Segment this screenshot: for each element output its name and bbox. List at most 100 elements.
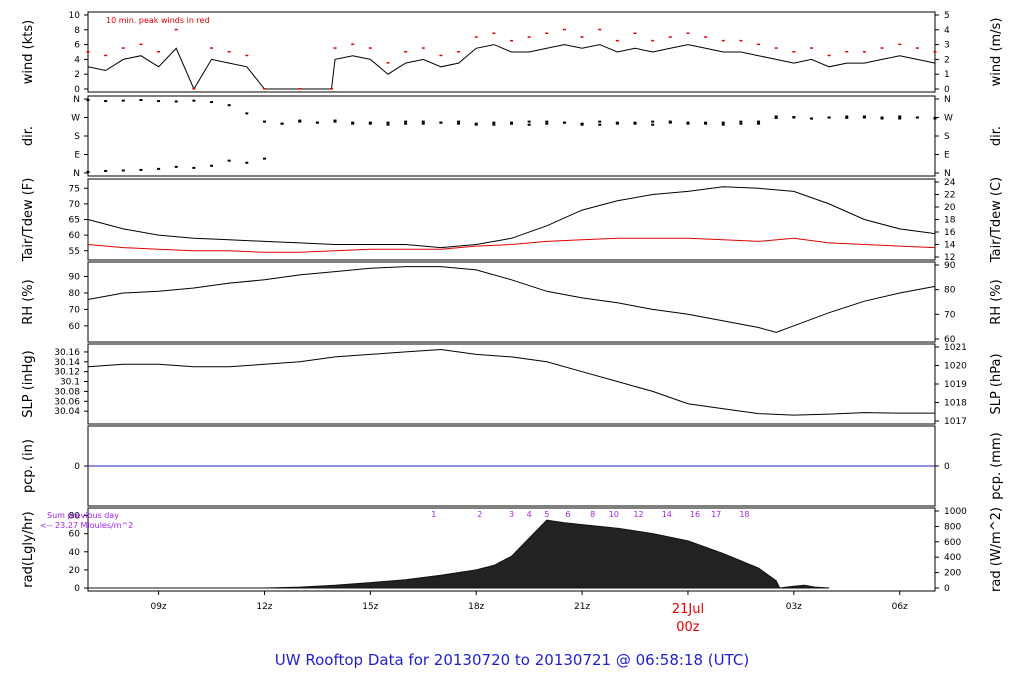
- pcp-right-label: pcp. (mm): [989, 432, 1004, 499]
- time-tick-label: 18z: [468, 602, 484, 612]
- rad-right-tick-label: 200: [944, 569, 961, 579]
- rad-hour-marker: 16: [690, 510, 700, 519]
- rad-panel: rad(Lgly/hr) rad (W/m^2)02040608002004006…: [21, 507, 1004, 594]
- rad-panel-frame: [87, 507, 936, 592]
- rh-left-tick-label: 70: [69, 305, 81, 315]
- wind-peak-mark: [651, 39, 655, 42]
- wind-left-tick-label: 10: [69, 11, 81, 21]
- dir-point: [492, 121, 496, 124]
- dir-point: [474, 122, 478, 125]
- dir-point: [86, 99, 90, 102]
- dir-point: [227, 104, 231, 107]
- dir-point: [404, 120, 408, 123]
- wind-peak-mark: [474, 36, 478, 38]
- dir-point: [245, 161, 249, 164]
- rh-series-line: [87, 266, 936, 333]
- dir-point: [809, 117, 813, 120]
- temp-series-line: [87, 186, 936, 249]
- temp-right-tick-label: 22: [944, 191, 955, 201]
- dir-point: [704, 121, 708, 124]
- rh-right-tick-label: 70: [944, 310, 956, 320]
- date-label: 21Jul: [672, 602, 704, 617]
- wind-right-tick-label: 5: [944, 11, 950, 21]
- dir-left-tick-label: E: [74, 151, 80, 161]
- slp-left-tick-label: 30.06: [54, 397, 80, 407]
- dir-left-tick-label: N: [73, 169, 80, 179]
- slp-right-tick-label: 1018: [944, 399, 967, 409]
- wind-peak-mark: [492, 32, 496, 34]
- rad-left-tick-label: 80: [69, 512, 81, 522]
- rad-hour-marker: 18: [739, 510, 749, 519]
- dir-point: [933, 116, 937, 119]
- wind-peak-mark: [915, 47, 919, 49]
- dir-point: [510, 121, 513, 124]
- time-tick-label: 21z: [574, 602, 590, 612]
- rad-left-tick-label: 0: [74, 584, 80, 594]
- wind-peak-mark: [527, 36, 531, 38]
- wind-peak-mark: [157, 51, 161, 53]
- wind-peak-mark: [457, 51, 461, 53]
- time-tick-label: 12z: [256, 602, 272, 612]
- rad-right-tick-label: 600: [944, 538, 961, 548]
- dir-point: [704, 122, 708, 125]
- dir-point: [545, 120, 549, 123]
- temp-right-label: Tair/Tdew (C): [989, 177, 1004, 263]
- temp-right-tick-label: 20: [944, 203, 956, 213]
- rad-right-tick-label: 400: [944, 553, 961, 563]
- dir-point: [757, 122, 761, 125]
- rad-hour-marker: 2: [477, 510, 482, 519]
- dir-point: [262, 157, 266, 160]
- dir-point: [686, 122, 690, 125]
- slp-left-tick-label: 30.16: [54, 348, 80, 358]
- dir-point: [774, 116, 778, 119]
- dir-point: [457, 120, 461, 123]
- time-tick-label: 09z: [150, 602, 166, 612]
- slp-panel: SLP (inHg) SLP (hPa)30.0430.0630.0830.130…: [21, 343, 1004, 427]
- wind-peak-mark: [562, 28, 566, 31]
- dir-right-tick-label: W: [944, 114, 953, 124]
- dir-point: [280, 122, 284, 125]
- dir-point: [421, 120, 425, 123]
- dir-left-tick-label: S: [74, 132, 80, 142]
- wind-peak-mark: [580, 36, 584, 38]
- dir-right-label: dir.: [989, 126, 1004, 146]
- time-axis: 09z 12z 15z 18z 21z 03z 06z 21Jul 00z: [150, 591, 908, 635]
- wind-peak-mark: [933, 51, 937, 53]
- wind-peak-mark: [845, 51, 849, 53]
- dir-point: [421, 122, 425, 125]
- rad-left-tick-label: 40: [69, 548, 81, 558]
- slp-left-tick-label: 30.04: [54, 407, 80, 417]
- rh-left-tick-label: 80: [69, 289, 81, 299]
- dir-point: [386, 121, 390, 124]
- dir-point: [245, 112, 249, 115]
- dir-left-label: dir.: [21, 126, 36, 146]
- dir-point: [880, 117, 884, 120]
- dir-point: [615, 121, 619, 124]
- dir-point: [492, 123, 496, 126]
- rad-hour-marker: 8: [590, 510, 595, 519]
- wind-peak-mark: [104, 54, 108, 57]
- dir-point: [721, 121, 725, 124]
- dir-point: [633, 122, 637, 125]
- wind-series-line: [87, 44, 936, 91]
- rh-right-tick-label: 80: [944, 286, 956, 296]
- rad-hour-marker: 17: [711, 510, 721, 519]
- dir-point: [368, 122, 372, 125]
- wind-peak-mark: [739, 39, 743, 42]
- dir-point: [227, 159, 231, 162]
- time-tick-label: 15z: [362, 602, 378, 612]
- dir-point: [774, 115, 778, 118]
- rad-right-tick-label: 1000: [944, 507, 967, 517]
- slp-right-tick-label: 1020: [944, 362, 967, 372]
- wind-peak-mark: [227, 51, 231, 53]
- dir-right-tick-label: N: [944, 95, 951, 105]
- rh-right-tick-label: 90: [944, 261, 956, 271]
- time-tick-label: 06z: [892, 602, 908, 612]
- rad-right-label: rad (W/m^2): [989, 507, 1004, 592]
- dir-point: [792, 116, 796, 119]
- wind-annotation: 10 min. peak winds in red: [106, 16, 210, 25]
- dir-point: [615, 122, 619, 125]
- wind-peak-mark: [121, 47, 125, 49]
